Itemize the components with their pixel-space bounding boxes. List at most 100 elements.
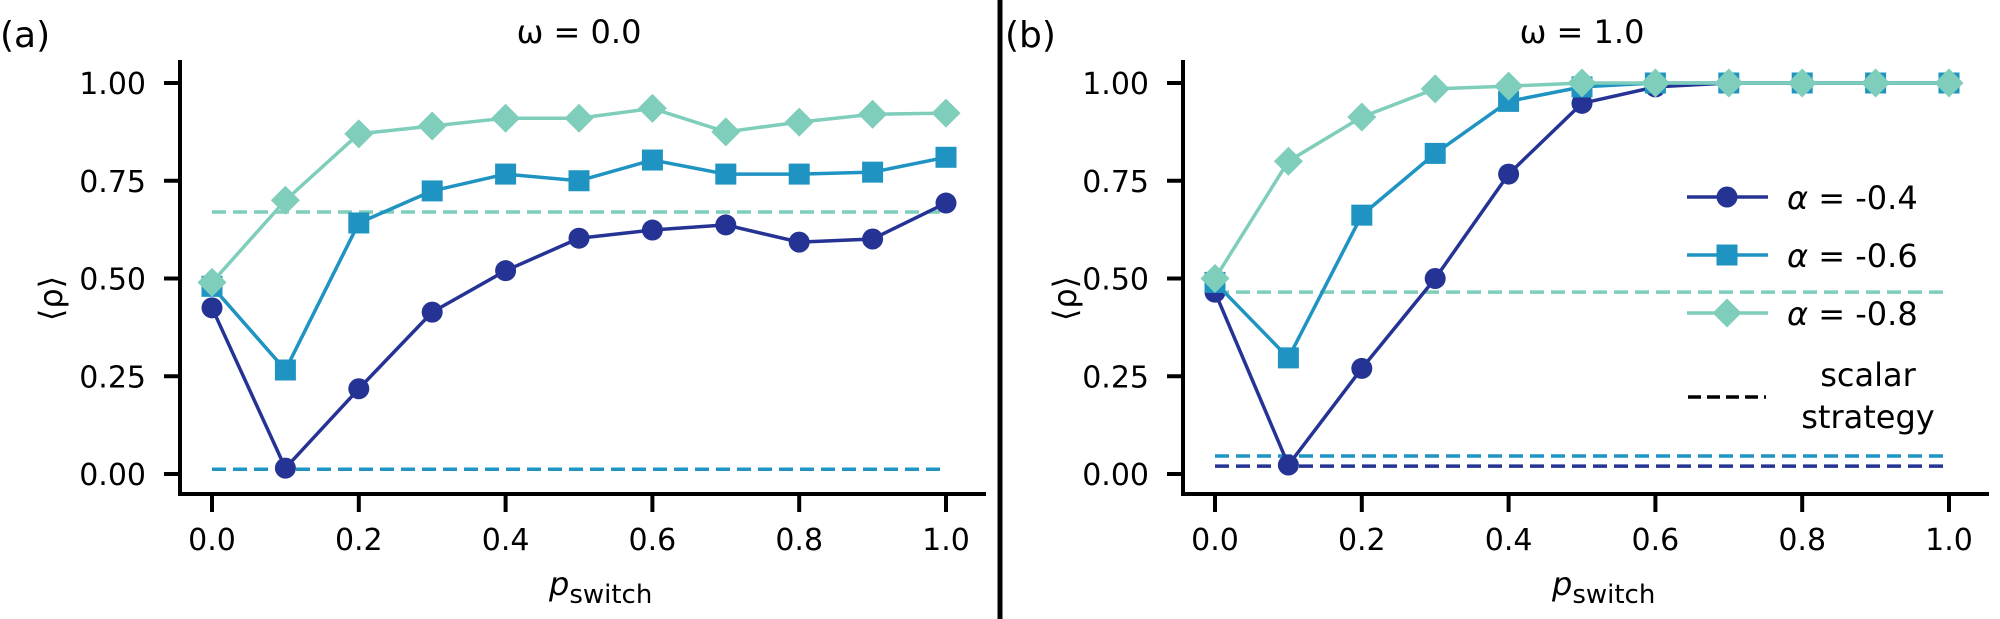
- x-tick-label: 0.8: [1778, 523, 1826, 558]
- data-point-diamond: [1861, 68, 1891, 98]
- data-point-circle: [1571, 92, 1593, 114]
- data-point-square: [1498, 90, 1520, 112]
- legend-marker-square: [1716, 244, 1738, 266]
- data-point-square: [862, 161, 884, 183]
- y-axis-label: ⟨ρ⟩: [1046, 276, 1084, 321]
- data-point-diamond: [1347, 102, 1377, 132]
- y-tick-label: 0.25: [1082, 360, 1149, 395]
- data-point-diamond: [711, 117, 741, 147]
- data-point-diamond: [931, 98, 961, 128]
- y-tick-label: 0.75: [79, 165, 146, 200]
- y-tick-label: 0.50: [1082, 263, 1149, 298]
- data-point-diamond: [491, 103, 521, 133]
- panel-b-label: (b): [1005, 15, 1056, 56]
- data-point-diamond: [858, 99, 888, 129]
- x-tick-label: 0.8: [775, 523, 823, 558]
- x-tick-label: 0.2: [1338, 523, 1386, 558]
- panel-a-title: ω = 0.0: [517, 13, 642, 51]
- data-point-square: [1277, 347, 1299, 369]
- y-tick-label: 0.00: [1082, 458, 1149, 493]
- y-tick-label: 0.75: [1082, 165, 1149, 200]
- data-point-circle: [348, 378, 370, 400]
- data-point-circle: [862, 228, 884, 250]
- y-tick-label: 0.25: [79, 360, 146, 395]
- y-tick-label: 1.00: [79, 67, 146, 102]
- panel-a: (a) ω = 0.0 0.000.250.500.751.000.0 0.2 0.…: [0, 13, 986, 610]
- data-point-square: [935, 146, 957, 168]
- legend: α = -0.4 α = -0.6 α = -0.8 scalar strategy: [1687, 179, 1935, 436]
- data-point-circle: [568, 227, 590, 249]
- data-point-diamond: [417, 111, 447, 141]
- y-tick-label: 1.00: [1082, 67, 1149, 102]
- data-point-square: [274, 359, 296, 381]
- x-tick-label: 1.0: [1925, 523, 1973, 558]
- data-point-diamond: [1714, 68, 1744, 98]
- legend-entry: α = -0.4: [1687, 179, 1918, 217]
- data-point-square: [1351, 204, 1373, 226]
- panel-a-marks: 0.00 0.25 0.50 0.75 1.00 0.0 0.2 0.4 0.6 0.8 1.0 ⟨ρ…: [32, 60, 986, 610]
- data-point-diamond: [1934, 68, 1964, 98]
- y-tick-label: 0.00: [79, 458, 146, 493]
- legend-label: strategy: [1801, 398, 1934, 436]
- y-tick-label: 0.50: [79, 263, 146, 298]
- legend-label: α = -0.4: [1787, 179, 1918, 217]
- data-point-circle: [1498, 163, 1520, 185]
- y-axis-label: ⟨ρ⟩: [32, 276, 70, 321]
- data-point-circle: [1424, 268, 1446, 289]
- panel-b: (b) ω = 1.0 0.000.250.500.751.000.0 0.2 0.…: [1005, 13, 1989, 610]
- data-point-circle: [788, 231, 810, 253]
- data-point-circle: [1277, 454, 1299, 476]
- data-point-square: [568, 170, 590, 192]
- x-tick-label: 0.0: [188, 523, 236, 558]
- data-point-circle: [274, 457, 296, 479]
- data-point-square: [715, 163, 737, 185]
- data-point-circle: [641, 219, 663, 241]
- x-tick-label: 0.4: [482, 523, 530, 558]
- data-point-diamond: [564, 103, 594, 133]
- legend-marker-circle: [1716, 186, 1738, 208]
- panel-b-marks: 0.00 0.25 0.50 0.75 1.00 0.0 0.2 0.4 0.6 0.8 1.0 ⟨ρ…: [1046, 60, 1989, 610]
- data-point-square: [421, 180, 443, 202]
- x-tick-label: 0.6: [1632, 523, 1680, 558]
- data-point-diamond: [197, 267, 227, 297]
- legend-entry: α = -0.8: [1687, 295, 1918, 333]
- legend-label: scalar: [1820, 356, 1916, 394]
- data-point-diamond: [1640, 68, 1670, 98]
- data-point-diamond: [1787, 68, 1817, 98]
- data-point-circle: [201, 297, 223, 319]
- data-point-diamond: [344, 119, 374, 149]
- x-tick-label: 1.0: [922, 523, 970, 558]
- data-point-diamond: [1494, 71, 1524, 101]
- legend-label: α = -0.6: [1787, 237, 1918, 275]
- data-point-diamond: [270, 185, 300, 215]
- data-point-square: [641, 149, 663, 171]
- data-point-circle: [715, 214, 737, 236]
- legend-entry: scalar strategy: [1688, 356, 1935, 436]
- legend-entry: α = -0.6: [1687, 237, 1918, 275]
- panel-a-label: (a): [0, 15, 50, 56]
- panel-b-title: ω = 1.0: [1520, 13, 1645, 51]
- x-tick-label: 0.4: [1485, 523, 1533, 558]
- x-tick-label: 0.6: [629, 523, 677, 558]
- legend-marker-diamond: [1712, 298, 1742, 328]
- x-axis-label: pswitch: [548, 565, 652, 610]
- data-point-square: [348, 212, 370, 234]
- data-point-square: [1424, 142, 1446, 164]
- legend-label: α = -0.8: [1787, 295, 1918, 333]
- data-point-circle: [1351, 357, 1373, 379]
- data-point-circle: [495, 260, 517, 282]
- data-point-diamond: [1420, 74, 1450, 104]
- series-diamond: [197, 93, 961, 297]
- data-point-diamond: [637, 93, 667, 123]
- x-tick-label: 0.2: [335, 523, 383, 558]
- x-axis-label: pswitch: [1551, 565, 1655, 610]
- data-point-circle: [935, 192, 957, 214]
- data-point-square: [495, 163, 517, 185]
- data-point-circle: [421, 301, 443, 323]
- data-point-diamond: [1567, 68, 1597, 98]
- data-point-diamond: [784, 107, 814, 137]
- data-point-diamond: [1273, 146, 1303, 176]
- series-diamond: [1200, 68, 1964, 293]
- data-point-diamond: [1200, 264, 1230, 293]
